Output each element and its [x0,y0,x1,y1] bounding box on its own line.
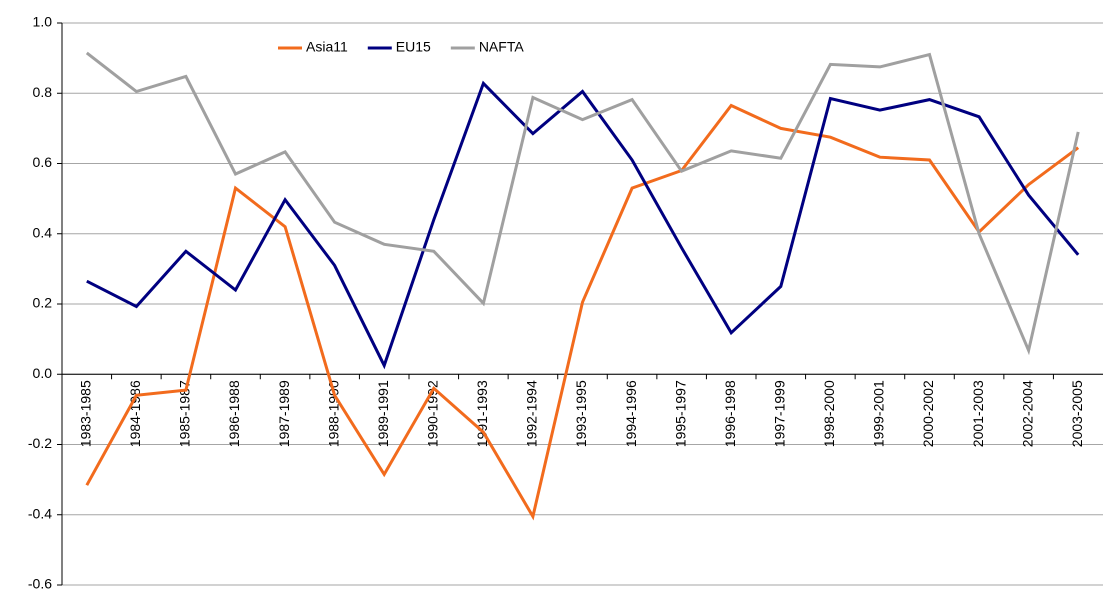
x-tick-label: 1993-1995 [573,380,589,447]
y-tick-label: -0.2 [28,435,52,451]
x-tick-label: 1986-1988 [226,380,242,447]
x-tick-label: 1997-1999 [771,380,787,447]
x-tick-label: 2002-2004 [1019,380,1035,447]
x-tick-label: 1995-1997 [672,380,688,447]
x-tick-label: 1999-2001 [871,380,887,447]
series-line [86,80,1080,370]
x-tick-label: 2000-2002 [920,380,936,447]
x-tick-label: 1994-1996 [623,380,639,447]
y-tick-label: 0.0 [33,365,53,381]
y-tick-label: 1.0 [33,14,53,30]
x-tick-label: 2003-2005 [1069,380,1085,447]
x-tick-label: 1984-1986 [127,380,143,447]
y-tick-label: -0.4 [28,505,52,521]
y-tick-label: 0.4 [33,224,53,240]
series-line [85,51,1080,356]
y-tick-label: 0.6 [33,154,53,170]
x-tick-label: 2001-2003 [970,380,986,447]
y-tick-label: 0.2 [33,295,53,311]
legend-label: Asia11 [306,39,348,55]
x-tick-label: 1988-1990 [325,380,341,447]
series-line [85,103,1080,521]
x-tick-label: 1991-1993 [474,380,490,447]
y-tick-label: 0.8 [33,84,53,100]
legend-label: NAFTA [479,39,525,55]
x-tick-label: 1996-1998 [722,380,738,447]
y-tick-label: -0.6 [28,576,52,591]
x-tick-label: 1998-2000 [821,380,837,447]
x-tick-label: 1992-1994 [524,380,540,447]
legend-label: EU15 [396,39,431,55]
x-tick-label: 1987-1989 [276,380,292,447]
x-tick-label: 1983-1985 [77,380,93,447]
x-tick-label: 1985-1987 [177,380,193,447]
x-tick-label: 1989-1991 [375,380,391,447]
